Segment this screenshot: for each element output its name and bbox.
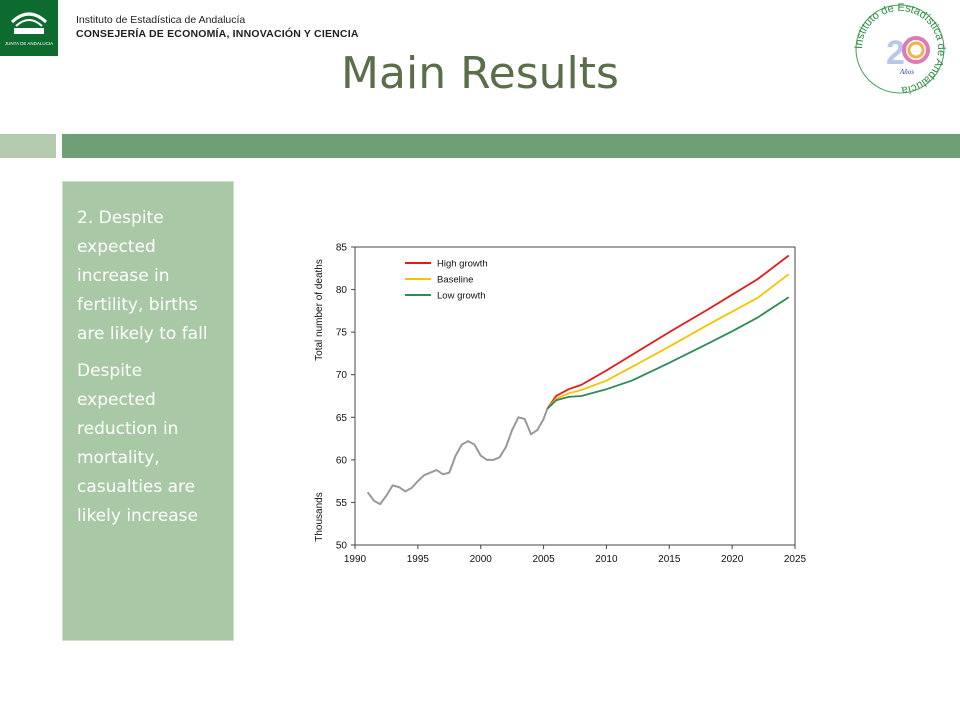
y-tick-label: 80 xyxy=(336,285,348,296)
result-point-births: 2. Despite expected increase in fertilit… xyxy=(77,208,208,344)
series-line-high-growth xyxy=(546,254,790,410)
x-tick-label: 2020 xyxy=(721,554,744,565)
title-band-left xyxy=(0,134,56,158)
svg-text:2: 2 xyxy=(886,34,905,72)
header-org: Instituto de Estadística de Andalucía CO… xyxy=(76,14,359,42)
y-tick-label: 55 xyxy=(336,498,348,509)
slide-title: Main Results xyxy=(341,48,619,99)
y-axis-label: Total number of deaths xyxy=(314,259,325,361)
x-tick-label: 2000 xyxy=(470,554,493,565)
y-tick-label: 85 xyxy=(336,243,348,254)
institute-anniversary-seal: Instituto de Estadística de Andalucía 2 … xyxy=(850,0,950,98)
y-tick-label: 70 xyxy=(336,370,348,381)
x-tick-label: 2005 xyxy=(532,554,555,565)
results-sidebar: 2. Despite expected increase in fertilit… xyxy=(62,181,234,641)
x-tick-label: 1990 xyxy=(344,554,367,565)
svg-text:JUNTA DE ANDALUCIA: JUNTA DE ANDALUCIA xyxy=(5,41,53,46)
legend-label: Low growth xyxy=(437,291,486,302)
y-axis-unit: Thousands xyxy=(314,492,325,541)
legend-label: Baseline xyxy=(437,275,473,286)
y-tick-label: 60 xyxy=(336,455,348,466)
x-tick-label: 2010 xyxy=(595,554,618,565)
title-band-right xyxy=(62,134,960,158)
y-tick-label: 75 xyxy=(336,328,348,339)
junta-logo: JUNTA DE ANDALUCIA xyxy=(0,0,58,56)
series-line-baseline xyxy=(546,273,790,410)
series-line-low-growth xyxy=(546,296,790,410)
header-org-line1: Instituto de Estadística de Andalucía xyxy=(76,14,246,26)
y-tick-label: 50 xyxy=(336,541,348,552)
x-tick-label: 1995 xyxy=(407,554,430,565)
plot-frame xyxy=(354,246,796,546)
deaths-projection-chart: 1990 1995 2000 2005 2010 2015 2020 2025 50 55 60 65… xyxy=(314,243,807,566)
result-point-deaths: Despite expected reduction in mortality,… xyxy=(77,361,198,526)
x-tick-label: 2015 xyxy=(658,554,681,565)
header-org-line2: CONSEJERÍA DE ECONOMÍA, INNOVACIÓN Y CIE… xyxy=(76,28,359,40)
svg-text:Años: Años xyxy=(899,68,914,76)
series-line-historical xyxy=(366,408,549,506)
x-tick-label: 2025 xyxy=(784,554,807,565)
y-tick-label: 65 xyxy=(336,413,348,424)
legend-label: High growth xyxy=(437,259,488,270)
